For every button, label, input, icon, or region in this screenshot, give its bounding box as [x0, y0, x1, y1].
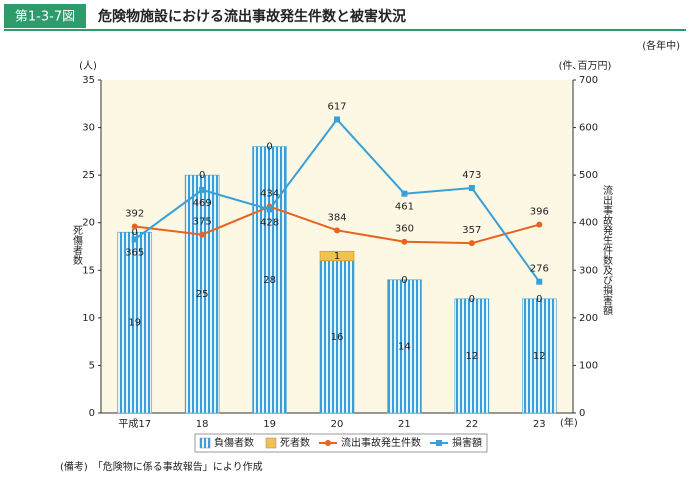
legend-label: 損害額	[452, 436, 482, 449]
y2-tick-label: 700	[579, 75, 598, 86]
x-tick-label: 平成17	[118, 418, 151, 430]
line-label: 469	[193, 198, 212, 209]
x-tick-label: 23	[533, 419, 546, 430]
line-label: 461	[395, 202, 414, 213]
title: 危険物施設における流出事故発生件数と被害状況	[97, 8, 406, 25]
line-marker	[334, 227, 340, 234]
figure-label: 第1-3-7図	[15, 10, 75, 25]
x-tick-label: 22	[465, 419, 478, 430]
line-label: 396	[530, 207, 549, 218]
line-label: 384	[327, 212, 346, 223]
line-marker	[468, 240, 475, 247]
bar-label: 25	[196, 289, 209, 300]
y-tick-label: 35	[82, 75, 95, 86]
line-marker	[468, 184, 475, 191]
line-label: 360	[395, 224, 414, 235]
bar-label: 19	[128, 318, 141, 329]
y-tick-label: 5	[89, 360, 95, 371]
line-marker	[199, 231, 206, 238]
line-marker	[199, 186, 206, 193]
note: (備考) 「危険物に係る事故報告」により作成	[60, 460, 263, 473]
y-tick-label: 10	[82, 313, 95, 324]
bar	[184, 174, 220, 414]
label-box	[4, 4, 86, 28]
x-tick-label: 21	[398, 419, 411, 430]
y2-tick-label: 500	[579, 170, 598, 181]
period: (各年中)	[642, 39, 680, 52]
line-label: 392	[125, 209, 144, 220]
x-tick-label: 20	[331, 419, 344, 430]
line-label: 375	[193, 217, 212, 228]
bar-label: 28	[263, 275, 276, 286]
y-tick-label: 0	[89, 408, 95, 419]
line-label: 473	[462, 170, 481, 181]
bar-label: 12	[533, 351, 546, 362]
y-tick-label: 15	[82, 265, 95, 276]
line-marker	[131, 223, 138, 230]
y2-tick-label: 100	[579, 360, 598, 371]
bar-label: 0	[401, 275, 407, 286]
legend-label: 負傷者数	[214, 436, 254, 449]
line-marker	[401, 190, 408, 197]
legend-swatch	[265, 437, 277, 449]
line-label: 428	[260, 217, 279, 228]
bar-label: 0	[132, 227, 138, 238]
line-marker	[131, 236, 138, 243]
bar-label: 12	[465, 351, 478, 362]
line-marker	[536, 278, 543, 285]
line-label: 365	[125, 247, 144, 258]
y2-tick-label: 200	[579, 313, 598, 324]
bar	[319, 250, 355, 262]
legend-label: 死者数	[280, 436, 310, 449]
bar-label: 0	[266, 142, 272, 153]
x-unit: (年)	[560, 416, 578, 429]
bar	[454, 298, 490, 414]
y2-tick-label: 400	[579, 218, 598, 229]
line-marker	[266, 206, 273, 213]
line-marker	[536, 221, 543, 228]
bar-label: 16	[331, 332, 344, 343]
y2-tick-label: 300	[579, 265, 598, 276]
legend-swatch	[325, 440, 331, 446]
line-marker	[401, 238, 408, 245]
y2-unit: (件､百万円)	[559, 60, 612, 72]
y-tick-label: 30	[82, 123, 95, 134]
y-tick-label: 20	[82, 218, 95, 229]
y-label: 死傷者数	[71, 225, 83, 266]
bar-label: 1	[334, 251, 340, 262]
x-tick-label: 19	[263, 419, 276, 430]
bar-label: 0	[536, 294, 542, 305]
bar	[521, 298, 557, 414]
y2-label: 流出事故発生件数及び損害額	[601, 184, 613, 316]
bar	[319, 260, 355, 414]
legend-swatch	[436, 440, 442, 446]
x-tick-label: 18	[196, 419, 209, 430]
line-label: 434	[260, 189, 279, 200]
bar-label: 14	[398, 341, 411, 352]
bar	[117, 231, 153, 414]
line-label: 357	[462, 225, 481, 236]
y-unit: (人)	[79, 60, 97, 72]
bar-label: 0	[469, 294, 475, 305]
line-label: 276	[530, 264, 549, 275]
bar	[387, 279, 422, 414]
line-marker	[334, 116, 340, 123]
legend-label: 流出事故発生件数	[341, 436, 421, 449]
bar	[252, 146, 287, 414]
y2-tick-label: 600	[579, 123, 598, 134]
legend-swatch	[199, 437, 211, 449]
line-label: 617	[327, 101, 346, 112]
y-tick-label: 25	[82, 170, 95, 181]
y2-tick-label: 0	[579, 408, 585, 419]
bar-label: 0	[199, 170, 205, 181]
